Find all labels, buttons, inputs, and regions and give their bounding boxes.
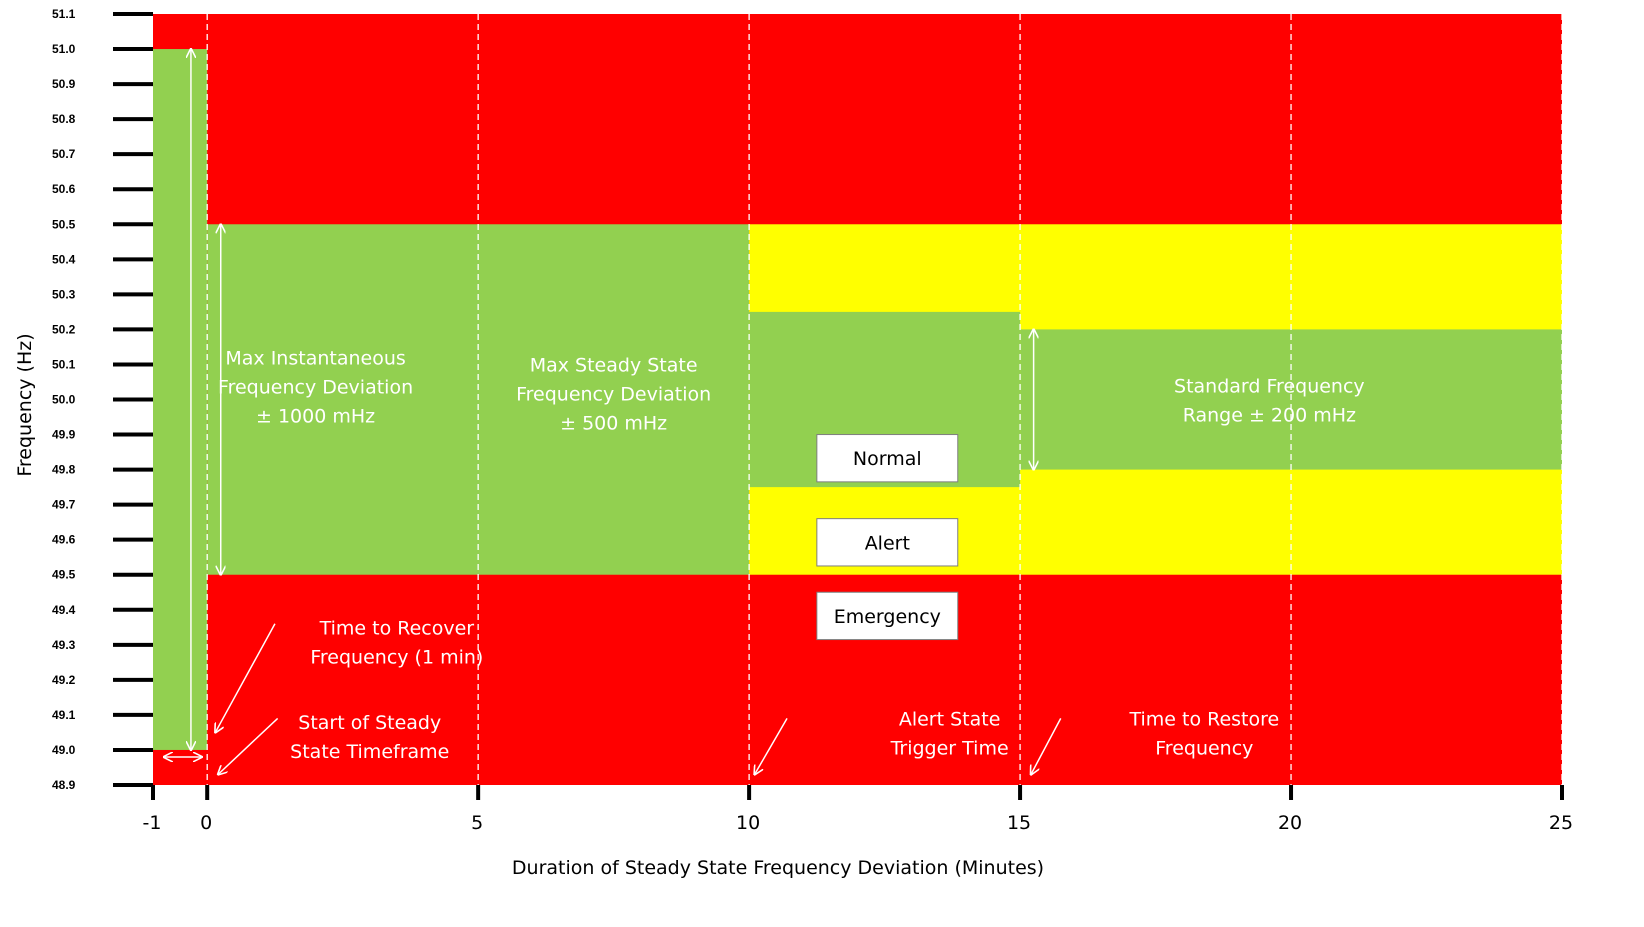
y-tick-label: 49.8 [52,463,76,477]
y-tick-label: 49.2 [52,673,76,687]
x-tick-label: 25 [1549,812,1573,834]
y-tick-label: 50.6 [52,182,76,196]
legend-label: Alert [865,532,910,554]
y-axis: 51.1 51.0 50.9 50.8 50.7 50.6 50.5 50.4 50.3 50.2… [52,7,153,792]
annotation-line: Frequency [1155,737,1253,759]
annotation-line: Frequency (1 min) [310,646,483,668]
annotation-line: Time to Recover [319,617,475,639]
annotation-max-steady-state: Max Steady State Frequency Deviation ± 500… [516,354,711,434]
y-tick-label: 50.1 [52,357,76,371]
annotation-line: Frequency Deviation [218,376,413,398]
y-tick-label: 49.6 [52,533,76,547]
legend-box-emergency: Emergency [816,591,959,641]
annotation-start-steady: Start of Steady State Timeframe [290,712,449,763]
annotation-line: Start of Steady [298,712,441,734]
annotation-line: ± 500 mHz [560,412,667,434]
y-tick-label: 48.9 [52,778,76,792]
annotation-line: State Timeframe [290,741,449,763]
annotation-time-to-recover: Time to Recover Frequency (1 min) [310,617,483,668]
x-tick-label: 0 [200,812,212,834]
annotation-line: ± 1000 mHz [256,405,375,427]
annotation-time-to-restore: Time to Restore Frequency [1128,708,1279,759]
arrow-alert-trigger [755,718,788,774]
legend-box-frame [816,591,959,641]
annotation-line: Alert State [899,708,1001,730]
y-tick-label: 49.4 [52,603,76,617]
arrow-time-to-recover [215,623,276,733]
x-axis-title: Duration of Steady State Frequency Devia… [512,857,1044,879]
annotation-line: Max Steady State [530,354,698,376]
legend-label: Normal [853,448,922,470]
y-tick-label: 51.0 [52,42,76,56]
legend-box-normal: Normal [816,434,959,483]
y-tick-label: 49.3 [52,638,76,652]
y-tick-label: 49.0 [52,743,76,757]
y-tick-label: 50.3 [52,287,76,301]
y-tick-label: 50.8 [52,112,76,126]
annotation-line: Frequency Deviation [516,383,711,405]
x-tick-label: 20 [1278,812,1302,834]
y-tick-label: 50.4 [52,252,76,266]
y-tick-label: 51.1 [52,7,76,21]
x-tick-label: 5 [471,812,483,834]
annotation-line: Time to Restore [1128,708,1279,730]
y-tick-label: 49.5 [52,568,76,582]
x-axis: -1 0 5 10 15 20 25 [143,785,1573,834]
state-regions [153,14,1562,785]
annotation-line: Standard Frequency [1174,375,1365,397]
y-tick-label: 49.9 [52,428,76,442]
arrow-start-steady [218,717,279,774]
y-axis-title: Frequency (Hz) [14,333,36,476]
annotation-line: Max Instantaneous [225,347,405,369]
y-tick-label: 50.0 [52,393,76,407]
arrow-time-to-restore [1031,718,1062,774]
x-tick-label: 10 [736,812,760,834]
gridlines [206,14,1563,785]
annotations: Max Instantaneous Frequency Deviation ± 10… [218,347,1365,762]
x-tick-label: 15 [1007,812,1031,834]
annotation-line: Range ± 200 mHz [1183,404,1356,426]
y-tick-label: 49.1 [52,708,76,722]
dimension-arrows [164,49,1062,774]
y-tick-label: 49.7 [52,498,76,512]
legend-box-frame [816,518,959,567]
annotation-max-instantaneous: Max Instantaneous Frequency Deviation ± 10… [218,347,413,427]
y-tick-label: 50.7 [52,147,76,161]
legend-label: Emergency [834,606,941,628]
y-tick-label: 50.9 [52,77,76,91]
y-tick-label: 50.2 [52,322,76,336]
annotation-alert-trigger: Alert State Trigger Time [890,708,1009,759]
legend-box-alert: Alert [816,518,959,567]
annotation-standard-range: Standard Frequency Range ± 200 mHz [1174,375,1365,426]
legend-box-frame [816,434,959,483]
y-tick-label: 50.5 [52,217,76,231]
legend: Normal Alert Emergency [816,434,959,641]
x-tick-label: -1 [143,812,162,834]
region-normal-1 [153,49,208,750]
annotation-line: Trigger Time [890,737,1009,759]
